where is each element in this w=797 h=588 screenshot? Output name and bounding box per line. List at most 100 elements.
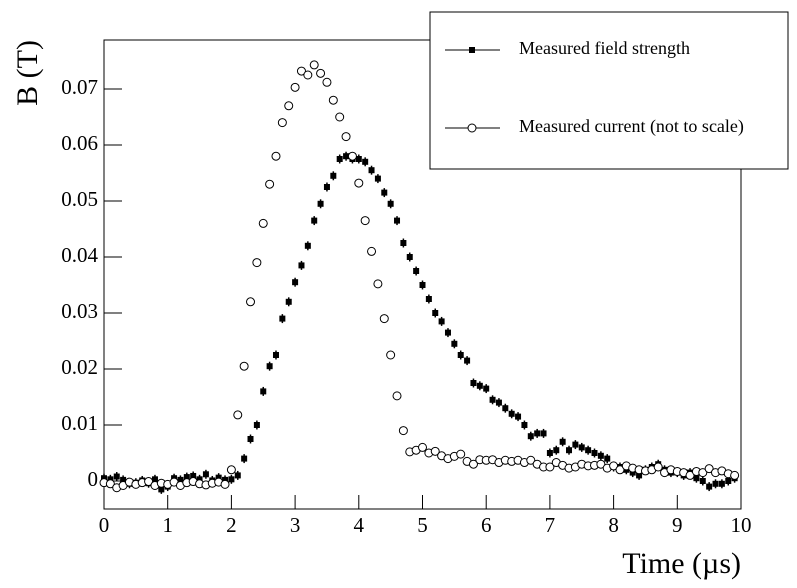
data-point bbox=[546, 450, 553, 456]
data-point bbox=[362, 158, 369, 165]
y-tick-label: 0 bbox=[88, 467, 99, 491]
data-point bbox=[234, 472, 241, 479]
data-point bbox=[311, 217, 318, 224]
data-point bbox=[247, 436, 254, 442]
data-point bbox=[113, 473, 120, 480]
data-point bbox=[183, 474, 190, 481]
x-tick-label: 3 bbox=[290, 513, 301, 537]
data-point bbox=[725, 478, 732, 484]
data-point bbox=[177, 476, 184, 483]
data-point bbox=[430, 446, 440, 456]
data-point bbox=[253, 422, 260, 428]
data-point bbox=[693, 475, 700, 482]
data-point bbox=[394, 217, 401, 224]
x-tick-label: 7 bbox=[545, 513, 556, 537]
y-tick-label: 0.04 bbox=[61, 243, 98, 267]
data-point bbox=[272, 352, 279, 358]
data-point bbox=[698, 468, 708, 478]
legend-marker bbox=[469, 47, 475, 53]
data-point bbox=[284, 101, 294, 111]
data-point bbox=[444, 329, 451, 336]
data-point bbox=[419, 282, 426, 288]
data-point bbox=[241, 455, 248, 462]
data-point bbox=[470, 380, 477, 386]
data-point bbox=[413, 268, 420, 274]
data-point bbox=[400, 240, 407, 246]
data-point bbox=[226, 465, 236, 475]
data-point bbox=[298, 262, 305, 269]
data-point bbox=[258, 218, 268, 228]
data-point bbox=[271, 151, 281, 161]
data-point bbox=[381, 189, 388, 196]
data-point bbox=[515, 413, 522, 420]
data-point bbox=[483, 385, 490, 392]
data-point bbox=[379, 314, 389, 324]
y-tick-label: 0.03 bbox=[61, 299, 98, 323]
data-point bbox=[309, 60, 319, 70]
data-point bbox=[228, 476, 235, 483]
data-point bbox=[468, 459, 478, 469]
data-point bbox=[266, 363, 273, 370]
data-point bbox=[596, 459, 606, 469]
y-tick-label: 0.05 bbox=[61, 187, 98, 211]
data-point bbox=[317, 200, 324, 207]
data-point bbox=[730, 470, 740, 480]
data-point bbox=[526, 455, 536, 465]
data-point bbox=[120, 476, 127, 483]
data-point bbox=[151, 476, 158, 483]
data-point bbox=[653, 462, 663, 472]
data-point bbox=[144, 477, 154, 487]
data-point bbox=[374, 175, 381, 182]
x-tick-label: 4 bbox=[354, 513, 365, 537]
x-tick-label: 6 bbox=[481, 513, 492, 537]
data-point bbox=[438, 318, 445, 325]
data-point bbox=[457, 352, 464, 358]
data-point bbox=[341, 132, 351, 142]
data-point bbox=[292, 279, 299, 286]
data-point bbox=[190, 472, 197, 479]
data-point bbox=[239, 361, 249, 371]
data-point bbox=[322, 77, 332, 87]
data-point bbox=[451, 340, 458, 347]
data-point bbox=[328, 95, 338, 105]
data-point bbox=[597, 452, 604, 459]
data-point bbox=[406, 254, 413, 260]
data-point bbox=[233, 410, 243, 420]
data-point bbox=[105, 479, 115, 489]
x-tick-label: 9 bbox=[672, 513, 683, 537]
data-point bbox=[285, 298, 292, 305]
data-point bbox=[534, 430, 541, 437]
x-tick-label: 0 bbox=[99, 513, 110, 537]
y-axis-label: B (T) bbox=[11, 40, 44, 106]
data-point bbox=[354, 178, 364, 188]
data-point bbox=[387, 200, 394, 207]
x-tick-label: 5 bbox=[417, 513, 428, 537]
data-point bbox=[521, 422, 528, 428]
data-point bbox=[456, 449, 466, 459]
data-point bbox=[699, 478, 706, 484]
data-point bbox=[545, 462, 555, 472]
data-point bbox=[704, 464, 714, 474]
data-point bbox=[553, 447, 560, 454]
data-point bbox=[290, 82, 300, 92]
data-point bbox=[386, 350, 396, 360]
x-tick-label: 8 bbox=[608, 513, 619, 537]
data-point bbox=[418, 442, 427, 452]
data-point bbox=[476, 382, 483, 389]
data-point bbox=[566, 447, 573, 454]
y-tick-label: 0.07 bbox=[61, 75, 98, 99]
data-point bbox=[502, 405, 509, 412]
data-point bbox=[202, 471, 209, 478]
data-point bbox=[718, 480, 725, 487]
data-point bbox=[489, 396, 496, 403]
data-point bbox=[636, 472, 643, 479]
data-point bbox=[464, 357, 471, 364]
data-point bbox=[508, 410, 515, 417]
y-tick-label: 0.06 bbox=[61, 131, 98, 155]
data-point bbox=[265, 179, 275, 189]
data-point bbox=[303, 70, 313, 80]
data-point bbox=[368, 167, 375, 174]
data-point bbox=[355, 156, 362, 162]
data-point bbox=[304, 242, 311, 249]
